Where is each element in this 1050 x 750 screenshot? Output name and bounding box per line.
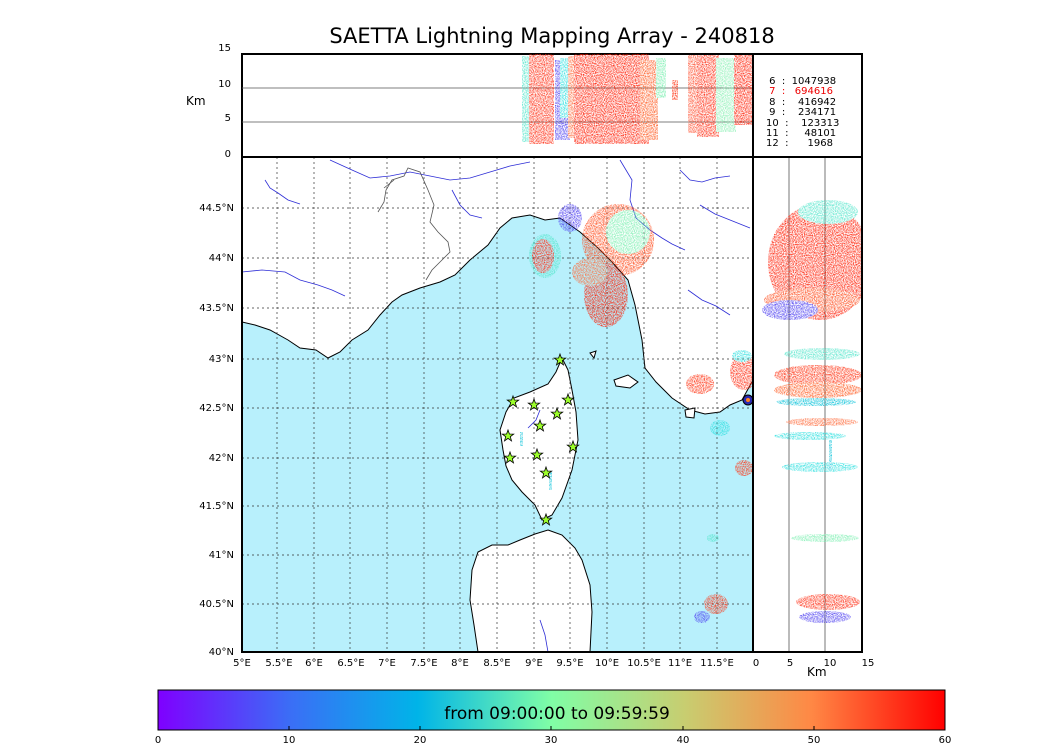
colorbar-tick-labels: 0 10 20 30 40 50 60 [155,735,952,746]
altitude-axis-label: Km [186,94,206,108]
altitude-ytick: 0 [225,149,231,160]
colorbar-tick: 20 [414,735,427,746]
lon-tick-label: 6.5°E [337,658,364,669]
colorbar-tick-marks [288,726,815,730]
altitude-ytick: 15 [218,43,231,54]
side-xtick: 5 [787,658,793,669]
lat-tick-label: 42°N [209,453,234,464]
lma-station-icon [503,450,517,464]
grid-lines [242,157,753,652]
island-small [589,350,597,360]
lma-station-icon [566,439,580,453]
rivers [242,159,751,652]
lon-tick-label: 6°E [305,658,323,669]
lma-station-icon [553,352,567,366]
lon-tick-label: 5.5°E [265,658,292,669]
page-title: SAETTA Lightning Mapping Array - 240818 [329,24,775,48]
lon-tick-label: 8.5°E [483,658,510,669]
lat-tick-label: 42.5°N [199,403,234,414]
lma-station-icon [533,418,547,432]
station-counts-box: 6 : 1047938 7 : 694616 8 : 416942 9 : 23… [752,53,863,158]
colorbar-tick: 10 [283,735,296,746]
island-small [684,407,696,419]
lat-tick-label: 41.5°N [199,501,234,512]
lon-tick-label: 11°E [668,658,692,669]
lon-tick-label: 9°E [525,658,543,669]
altitude-storm-cluster-center [568,54,678,144]
station-count-entry: 6 : 1047938 [766,76,836,87]
lat-tick-label: 43°N [209,354,234,365]
lma-station-icon [527,397,541,411]
colorbar-tick: 60 [939,735,952,746]
lightning-sources-map [520,204,753,623]
side-xtick-labels: 0 5 10 15 [753,658,875,669]
lat-tick-label: 41°N [209,550,234,561]
altitude-storm-cluster-east [688,55,753,137]
tuscany-island-land [613,374,639,389]
lat-tick-label: 44.5°N [199,203,234,214]
corsica-land [499,356,579,521]
lon-tick-label: 9.5°E [556,658,583,669]
altitude-storm-cluster-west [522,54,570,144]
station-count-entry: 11 : 48101 [766,128,836,139]
lat-tick-label: 43.5°N [199,303,234,314]
lma-station-icon [539,512,553,526]
lma-station-icon [501,428,515,442]
lon-tick-label: 10°E [595,658,619,669]
lat-tick-label: 44°N [209,253,234,264]
lma-station-icon [539,465,553,479]
time-colorbar: from 09:00:00 to 09:59:59 0 10 20 30 40 … [155,689,952,746]
side-xtick: 0 [753,658,759,669]
lat-tick-label: 40.5°N [199,599,234,610]
lma-station-icon [561,392,575,406]
lightning-point-markers [742,394,753,406]
side-xtick: 15 [862,658,875,669]
colorbar-caption: from 09:00:00 to 09:59:59 [444,704,670,724]
station-count-entry: 8 : 416942 [766,97,836,108]
altitude-ytick: 10 [218,79,231,90]
colorbar-tick: 50 [808,735,821,746]
map-panel [241,156,754,653]
lightning-sources-side [762,200,862,623]
map-lat-labels: 44.5°N 44°N 43.5°N 43°N 42.5°N 42°N 41.5… [199,203,234,658]
altitude-panel [241,53,754,158]
station-count-entry: 12 : 1968 [766,138,833,149]
lon-tick-label: 5°E [233,658,251,669]
lon-tick-label: 8°E [451,658,469,669]
station-count-entry: 10 : 123313 [766,118,839,129]
altitude-ytick: 5 [225,113,231,124]
lon-tick-label: 7.5°E [410,658,437,669]
sardinia-land [469,529,593,652]
station-count-entry: 7 : 694616 [766,86,833,97]
side-axis-label: Km [807,665,827,679]
lat-tick-label: 40°N [209,647,234,658]
map-lon-labels: 5°E 5.5°E 6°E 6.5°E 7°E 7.5°E 8°E 8.5°E … [233,658,734,669]
lma-stations [501,352,580,526]
lon-tick-label: 10.5°E [627,658,661,669]
side-altitude-panel [752,156,863,653]
lma-station-icon [550,406,564,420]
lma-station-icon [530,447,544,461]
colorbar-tick: 30 [545,735,558,746]
lon-tick-label: 7°E [378,658,396,669]
colorbar-tick: 40 [677,735,690,746]
country-borders [377,167,451,281]
colorbar-tick: 0 [155,735,161,746]
lon-tick-label: 11.5°E [700,658,734,669]
altitude-ytick-labels: 15 10 5 0 [218,43,231,160]
station-count-entry: 9 : 234171 [766,107,836,118]
side-xtick: 10 [824,658,837,669]
lma-station-icon [506,394,520,408]
